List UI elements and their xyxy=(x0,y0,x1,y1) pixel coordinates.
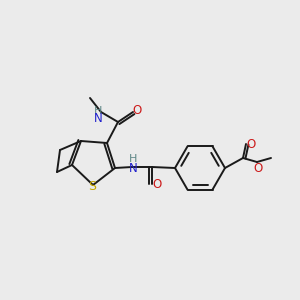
Text: N: N xyxy=(94,112,102,125)
Text: S: S xyxy=(88,181,96,194)
Text: O: O xyxy=(132,104,142,118)
Text: H: H xyxy=(94,106,102,116)
Text: O: O xyxy=(152,178,162,191)
Text: O: O xyxy=(246,139,256,152)
Text: H: H xyxy=(129,154,137,164)
Text: N: N xyxy=(129,161,137,175)
Text: O: O xyxy=(254,163,262,176)
